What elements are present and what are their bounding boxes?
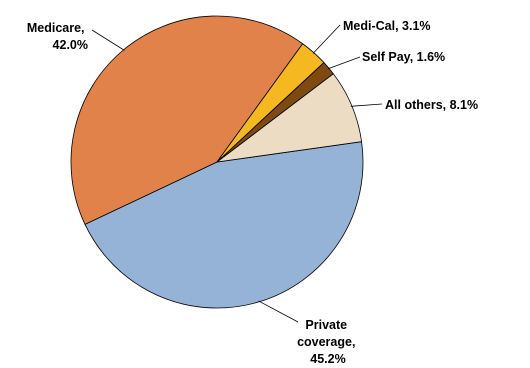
label-all-others: All others, 8.1% <box>385 98 478 112</box>
label-medi-cal: Medi-Cal, 3.1% <box>343 19 431 33</box>
leader-line-self-pay <box>327 56 361 70</box>
pie-slices <box>70 15 364 309</box>
leader-line-private-coverage <box>258 300 299 323</box>
leader-line-medi-cal <box>312 24 341 54</box>
leader-lines <box>91 24 383 323</box>
leader-line-medicare <box>91 29 125 51</box>
label-self-pay: Self Pay, 1.6% <box>362 50 445 64</box>
slice-private-coverage <box>84 141 364 309</box>
label-medicare: Medicare, 42.0% <box>27 21 88 52</box>
label-private-coverage: Private coverage, 45.2% <box>297 318 359 366</box>
leader-line-all-others <box>350 103 383 107</box>
